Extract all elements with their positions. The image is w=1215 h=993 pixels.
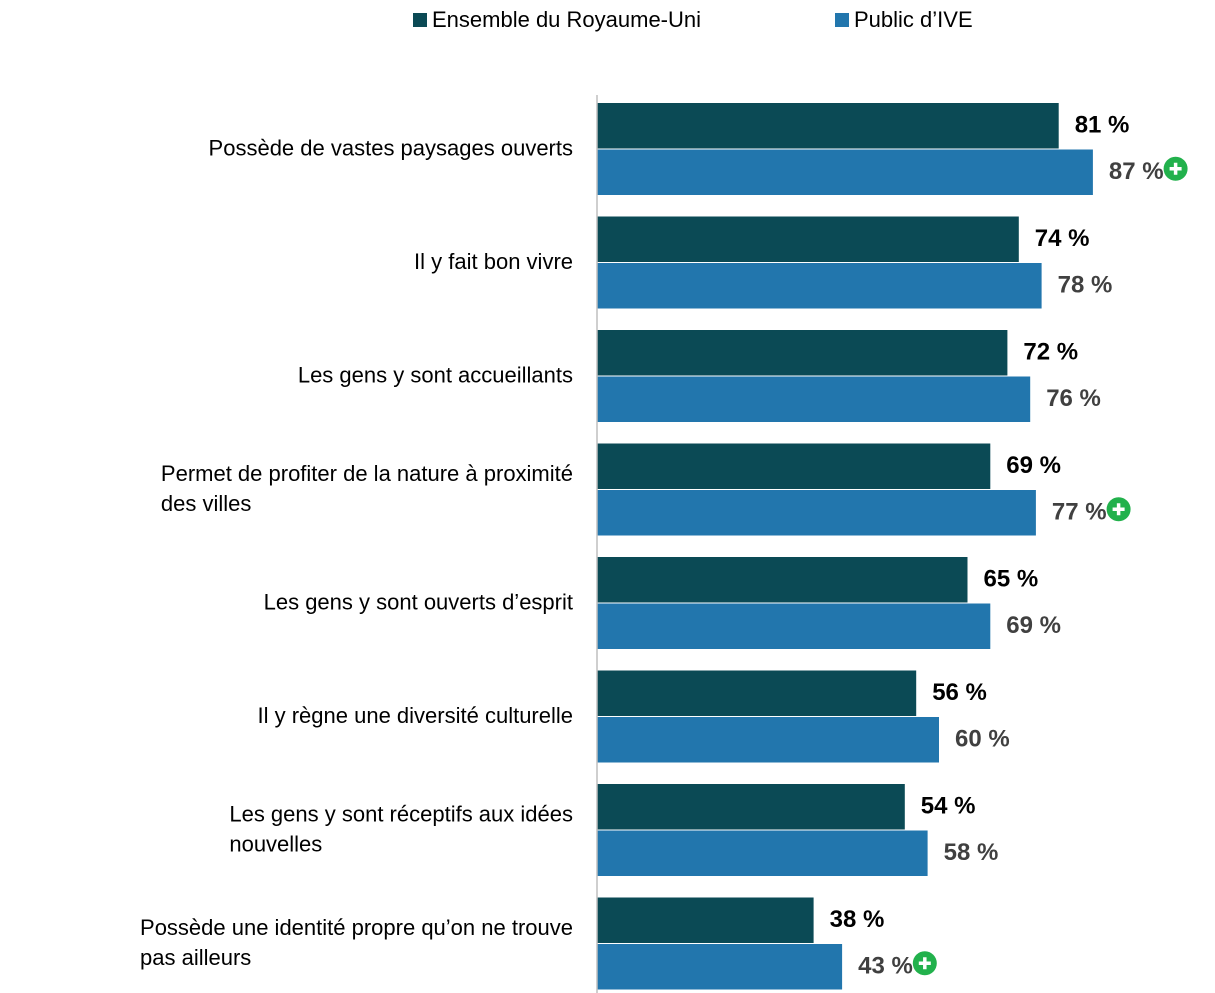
category-label-line: Les gens y sont accueillants <box>298 362 573 387</box>
bar <box>597 490 1036 536</box>
bar <box>597 263 1042 309</box>
category-label: Permet de profiter de la nature à proxim… <box>161 461 573 516</box>
bar <box>597 557 968 603</box>
category-label-line: Il y fait bon vivre <box>414 249 573 274</box>
bar <box>597 149 1093 195</box>
legend-label: Ensemble du Royaume-Uni <box>432 7 701 32</box>
bar <box>597 443 991 489</box>
data-label: 74 % <box>1035 225 1090 252</box>
bar <box>597 603 991 649</box>
data-label: 43 % <box>858 953 913 980</box>
data-label: 81 % <box>1075 112 1130 139</box>
category-label-line: des villes <box>161 491 251 516</box>
category-label: Les gens y sont réceptifs aux idées nouve… <box>229 801 573 856</box>
data-label: 87 % <box>1109 158 1164 185</box>
data-label: 65 % <box>984 566 1039 593</box>
category-label-line: Les gens y sont réceptifs aux idées <box>229 801 573 826</box>
category-label: Les gens y sont accueillants <box>298 362 573 387</box>
category-label-line: Permet de profiter de la nature à proxim… <box>161 461 573 486</box>
category-label-line: pas ailleurs <box>140 945 251 970</box>
data-label: 77 % <box>1052 499 1107 526</box>
category-label: Les gens y sont ouverts d’esprit <box>264 589 573 614</box>
bar <box>597 717 939 763</box>
data-label: 54 % <box>921 793 976 820</box>
legend-swatch <box>835 13 849 27</box>
data-label: 69 % <box>1006 452 1061 479</box>
data-label: 56 % <box>932 679 987 706</box>
significance-plus <box>918 957 931 970</box>
category-label-line: Possède de vastes paysages ouverts <box>209 135 573 160</box>
bar <box>597 784 905 830</box>
bar <box>597 330 1008 376</box>
data-label: 72 % <box>1023 339 1078 366</box>
data-label: 58 % <box>944 839 999 866</box>
legend-label: Public d’IVE <box>854 7 973 32</box>
bar <box>597 897 814 943</box>
data-label: 78 % <box>1058 272 1113 299</box>
bar <box>597 103 1059 149</box>
data-label: 60 % <box>955 726 1010 753</box>
category-label-line: Les gens y sont ouverts d’esprit <box>264 589 573 614</box>
category-label: Il y fait bon vivre <box>414 249 573 274</box>
significance-plus <box>1112 503 1125 516</box>
category-label-line: nouvelles <box>229 831 322 856</box>
bar <box>597 830 928 876</box>
significance-plus <box>1169 162 1182 175</box>
data-label: 38 % <box>830 906 885 933</box>
data-label: 76 % <box>1046 385 1101 412</box>
category-label: Possède une identité propre qu’on ne tro… <box>140 915 573 970</box>
category-label: Il y règne une diversité culturelle <box>258 703 574 728</box>
bar <box>597 376 1031 422</box>
legend-swatch <box>413 13 427 27</box>
data-label: 69 % <box>1006 612 1061 639</box>
bar <box>597 670 917 716</box>
category-label: Possède de vastes paysages ouverts <box>209 135 573 160</box>
bar <box>597 216 1019 262</box>
category-label-line: Il y règne une diversité culturelle <box>258 703 574 728</box>
category-label-line: Possède une identité propre qu’on ne tro… <box>140 915 573 940</box>
bar <box>597 944 843 990</box>
